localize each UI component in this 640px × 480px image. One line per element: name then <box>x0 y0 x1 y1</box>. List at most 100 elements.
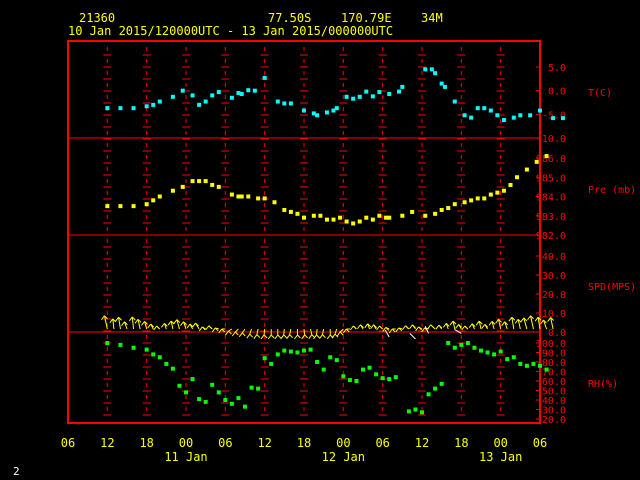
wind-arrow-head <box>173 319 178 324</box>
data-point-temp <box>344 94 349 99</box>
wind-arrow-head <box>294 334 298 340</box>
wind-arrow-head <box>183 321 187 326</box>
wind-arrow-head <box>442 323 447 328</box>
wind-arrow <box>504 321 508 330</box>
data-point-rh <box>275 352 280 357</box>
data-point-rh <box>197 397 202 402</box>
x-tick-label: 18 <box>297 436 311 450</box>
panel-label-spd: SPD(MPS) <box>588 282 636 293</box>
data-point-temp <box>387 91 392 96</box>
wind-arrow-head <box>511 316 516 321</box>
wind-arrow-head <box>421 327 426 333</box>
data-point-temp <box>190 93 195 98</box>
wind-arrow-head <box>228 330 232 335</box>
data-point-rh <box>459 342 464 347</box>
wind-arrow <box>283 328 285 335</box>
data-point-pres <box>338 215 343 220</box>
wind-arrow <box>517 319 521 330</box>
data-point-rh <box>518 361 523 366</box>
wind-arrow-head <box>379 325 383 330</box>
data-point-pres <box>256 196 261 201</box>
data-point-pres <box>351 221 356 226</box>
data-point-rh <box>433 386 438 391</box>
wind-arrow-head <box>192 322 196 328</box>
y-tick-label-spd: 10.0 <box>542 309 566 320</box>
wind-arrow <box>131 316 135 330</box>
data-point-rh <box>334 358 339 363</box>
wind-arrow-head <box>540 319 544 325</box>
data-point-rh <box>223 398 228 402</box>
wind-arrow-head <box>319 334 323 339</box>
wind-arrow-head <box>427 324 432 330</box>
data-point-rh <box>479 348 483 353</box>
x-tick-label: 00 <box>336 436 350 450</box>
data-point-pres <box>462 200 467 205</box>
wind-arrow-head <box>445 323 450 327</box>
wind-arrow-head <box>153 325 158 331</box>
wind-arrow-head <box>415 326 420 332</box>
page-number: 2 <box>13 465 20 478</box>
wind-arrow-head <box>349 325 354 331</box>
data-point-rh <box>177 383 182 388</box>
data-point-rh <box>315 360 320 364</box>
wind-arrow-head <box>508 316 513 322</box>
wind-arrow-head <box>308 334 313 339</box>
wind-arrow <box>537 317 541 330</box>
data-point-temp <box>518 113 523 118</box>
data-point-temp <box>197 102 202 107</box>
data-point-temp <box>331 108 336 113</box>
data-point-temp <box>370 94 375 99</box>
wind-arrow-head <box>481 324 486 329</box>
y-tick-label-spd: 20.0 <box>542 290 566 301</box>
wind-arrow-head <box>301 334 306 340</box>
data-point-pres <box>157 194 162 199</box>
wind-arrow-head <box>527 315 531 321</box>
data-point-rh <box>472 345 477 350</box>
data-point-temp <box>180 88 185 93</box>
wind-arrow <box>452 320 456 330</box>
data-point-rh <box>439 381 444 386</box>
wind-arrow-head <box>316 334 320 339</box>
data-point-temp <box>551 116 556 121</box>
plot-frame <box>67 40 541 424</box>
wind-arrow-head <box>360 324 364 329</box>
x-tick-label: 06 <box>533 436 547 450</box>
data-point-rh <box>406 409 411 414</box>
wind-arrow <box>321 328 325 335</box>
wind-arrow-head <box>256 334 261 338</box>
wind-arrow <box>289 328 292 335</box>
y-tick-label-rh: 100.0 <box>536 339 566 350</box>
panel-label-pres: Pre (mb) <box>588 185 636 196</box>
data-point-rh <box>367 365 372 370</box>
wind-arrow-head <box>322 334 326 338</box>
data-point-temp <box>170 94 175 99</box>
wind-arrow <box>256 328 259 335</box>
wind-arrow-head <box>402 325 406 331</box>
wind-arrow-head <box>488 321 493 326</box>
data-point-rh <box>446 341 451 345</box>
data-point-temp <box>442 84 447 89</box>
wind-arrow-head <box>357 324 361 330</box>
data-point-pres <box>469 198 474 203</box>
wind-arrow-head <box>342 328 347 334</box>
data-point-rh <box>531 361 536 366</box>
y-tick-label-temp: 5.0 <box>548 63 566 74</box>
data-point-pres <box>515 175 520 180</box>
y-tick-label-rh: 20.0 <box>542 415 566 426</box>
wind-arrow <box>550 317 554 330</box>
data-point-temp <box>236 91 241 96</box>
wind-arrow-head <box>156 325 161 330</box>
wind-arrow-head <box>468 323 473 328</box>
data-point-rh <box>413 407 418 412</box>
data-point-temp <box>439 81 444 86</box>
wind-arrow-head <box>435 324 440 330</box>
wind-arrow-head <box>336 331 341 337</box>
data-point-pres <box>324 217 329 222</box>
x-tick-label: 06 <box>375 436 389 450</box>
wind-arrow <box>478 320 482 330</box>
wind-arrow <box>234 328 239 333</box>
data-point-pres <box>344 219 349 224</box>
wind-arrow-head <box>530 315 534 320</box>
data-point-rh <box>164 361 169 366</box>
